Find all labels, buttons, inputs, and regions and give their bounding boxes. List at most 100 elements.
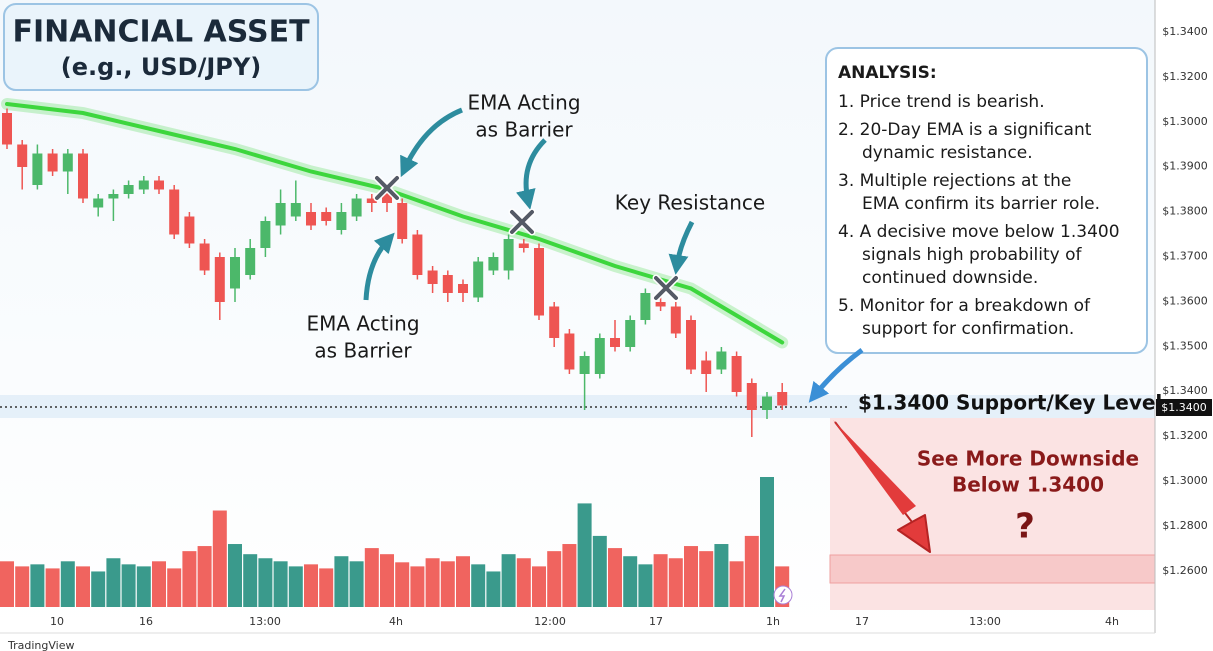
x-tick-label: 4h <box>389 615 403 628</box>
candle-body <box>503 239 514 271</box>
candle-body <box>427 270 438 284</box>
volume-bar <box>121 564 136 607</box>
candle-body <box>260 221 271 248</box>
volume-bar <box>76 566 90 607</box>
volume-bar <box>486 571 501 607</box>
candle-body <box>701 360 712 374</box>
candle-body <box>655 302 666 307</box>
rejection-marker <box>375 176 399 200</box>
volume-bar <box>638 564 653 607</box>
volume-bar <box>653 554 668 607</box>
volume-bar <box>456 556 470 607</box>
ema-line <box>5 102 785 345</box>
volume-bar <box>668 558 683 607</box>
volume-bar <box>547 551 562 607</box>
volume-bar <box>532 566 546 607</box>
x-tick-label: 4h <box>1105 615 1119 628</box>
volume-bar <box>167 568 182 607</box>
y-tick-label: $1.3000 <box>1162 115 1208 128</box>
x-tick-label: 1h <box>766 615 780 628</box>
volume-bar <box>623 556 638 607</box>
analysis-item: EMA confirm its barrier role. <box>862 194 1100 214</box>
y-tick-label: $1.3900 <box>1162 160 1208 173</box>
watermark: TradingView <box>7 639 74 651</box>
y-tick-label: $1.3000 <box>1162 474 1208 487</box>
volume-bar <box>106 558 121 607</box>
candle-body <box>336 212 347 230</box>
candle-body <box>594 338 605 374</box>
volume-bar <box>243 554 258 607</box>
y-tick-label: $1.3500 <box>1162 339 1208 352</box>
volume-bar <box>182 551 197 607</box>
candle-body <box>473 261 484 298</box>
volume-bar <box>212 510 227 607</box>
candle-body <box>458 284 468 293</box>
analysis-box <box>825 47 1148 354</box>
question-mark: ? <box>1015 507 1035 547</box>
volume-bar <box>152 561 166 607</box>
candle-body <box>351 198 362 217</box>
x-tick-label: 17 <box>649 615 663 628</box>
volume-bar <box>319 568 334 607</box>
candle-body <box>275 203 286 226</box>
volume-bar <box>136 566 151 607</box>
candle-body <box>777 392 788 406</box>
candle-body <box>640 293 651 320</box>
candle-body <box>518 243 529 248</box>
x-tick-label: 17 <box>855 615 869 628</box>
title-box <box>3 3 319 91</box>
candle-body <box>17 144 28 167</box>
volume-bar <box>288 566 303 607</box>
volume-bar <box>410 566 425 607</box>
candle-body <box>199 243 210 271</box>
candle-body <box>47 153 58 172</box>
candle-body <box>534 248 544 316</box>
x-tick-label: 16 <box>139 615 153 628</box>
target-band <box>829 554 1156 584</box>
volume-bar <box>304 564 318 607</box>
analysis-item: signals high probability of <box>862 245 1083 265</box>
arrow <box>808 347 864 403</box>
candle-body <box>290 203 301 217</box>
support-label: $1.3400 Support/Key Level <box>858 391 1162 415</box>
y-tick-label: $1.3700 <box>1162 250 1208 263</box>
candle-body <box>78 153 88 199</box>
candle-body <box>154 180 164 190</box>
event-icon <box>778 588 786 603</box>
analysis-item: 5. Monitor for a breakdown of <box>838 296 1091 316</box>
candle-body <box>32 153 43 185</box>
candle-body <box>397 203 408 239</box>
volume-bar <box>608 548 622 607</box>
candle-body <box>670 306 681 334</box>
candle-body <box>564 333 575 370</box>
candle-body <box>366 198 377 203</box>
x-tick-label: 13:00 <box>969 615 1001 628</box>
support-band <box>0 395 1155 418</box>
candle-body <box>382 194 392 203</box>
candle-body <box>442 275 453 293</box>
candle-body <box>2 113 12 145</box>
y-tick-label: $1.3800 <box>1162 205 1208 218</box>
downside-label: Below 1.3400 <box>952 473 1104 497</box>
candle-body <box>108 194 119 199</box>
candle-body <box>731 356 742 392</box>
volume-bar <box>228 544 242 607</box>
candle-body <box>412 234 423 275</box>
rejection-marker <box>510 210 534 234</box>
candle-body <box>214 257 225 302</box>
volume-bar <box>760 477 774 607</box>
annotation: EMA Acting <box>467 91 580 115</box>
analysis-heading: ANALYSIS: <box>838 63 937 83</box>
analysis-item: support for confirmation. <box>862 319 1074 339</box>
volume-bar <box>684 546 698 607</box>
volume-bar <box>714 544 729 607</box>
candle-body <box>625 320 636 347</box>
candle-body <box>169 189 180 235</box>
x-tick-label: 10 <box>50 615 64 628</box>
y-tick-label: $1.2600 <box>1162 564 1208 577</box>
candle-body <box>321 212 332 221</box>
analysis-item: 1. Price trend is bearish. <box>838 92 1045 112</box>
candle-body <box>610 338 620 347</box>
candle-body <box>488 257 499 271</box>
